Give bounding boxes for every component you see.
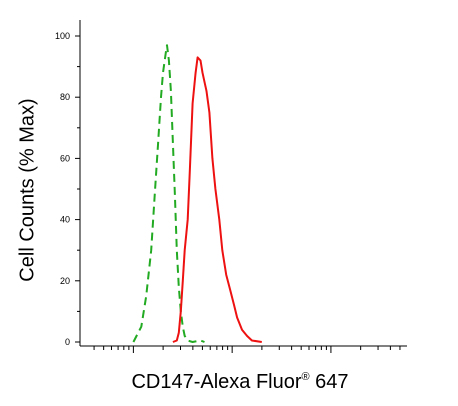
axes-frame — [79, 20, 407, 347]
y-axis-label: Cell Counts (% Max) — [16, 98, 39, 282]
y-tick-label: 100 — [55, 31, 70, 41]
x-axis-label-tail: 647 — [309, 371, 349, 393]
y-tick-label: 40 — [60, 215, 70, 225]
x-axis-label: CD147-Alexa Fluor® 647 — [131, 371, 348, 394]
y-tick-label: 20 — [60, 276, 70, 286]
y-tick-label: 80 — [60, 92, 70, 102]
series-line-1 — [132, 44, 205, 343]
x-axis-label-sup: ® — [301, 371, 310, 383]
series-group — [132, 44, 262, 343]
axis-ticks: 0 20 40 60 80 100 — [55, 31, 401, 353]
x-axis-label-main: CD147-Alexa Fluor — [131, 371, 302, 393]
series-line-2 — [172, 56, 262, 343]
y-tick-label: 0 — [65, 337, 70, 347]
y-tick-label: 60 — [60, 153, 70, 163]
